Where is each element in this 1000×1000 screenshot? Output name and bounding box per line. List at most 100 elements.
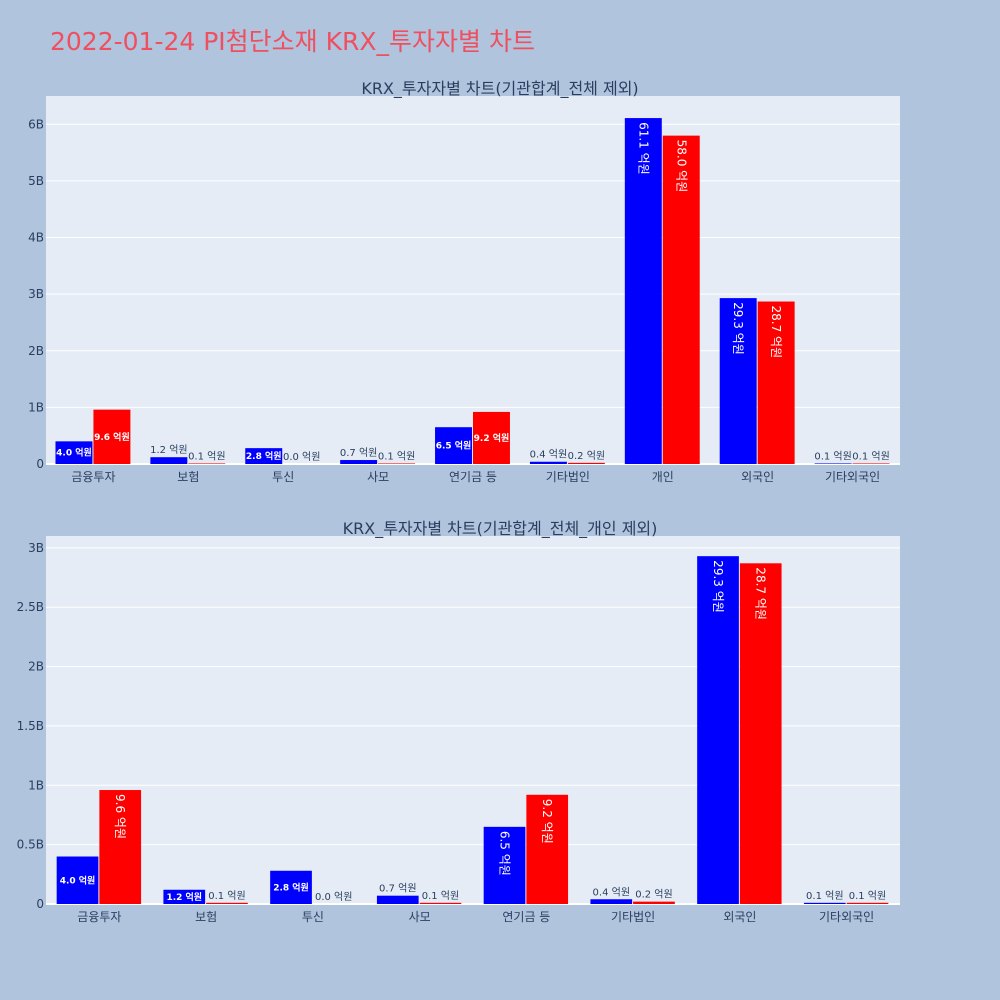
data-label: 29.3 억원: [711, 560, 725, 613]
y-tick-label: 0: [36, 897, 44, 911]
data-label: 0.0 억원: [315, 891, 352, 903]
data-label: 6.5 억원: [436, 440, 472, 452]
y-tick-label: 1.5B: [17, 719, 44, 733]
data-label: 6.5 억원: [498, 831, 512, 876]
bar-매수: [188, 463, 226, 464]
data-label: 0.2 억원: [568, 450, 605, 462]
data-label: 0.1 억원: [188, 450, 225, 462]
data-label: 0.1 억원: [208, 890, 245, 902]
bar-매수: [739, 563, 782, 904]
data-label: 0.2 억원: [635, 889, 672, 901]
bar-매도: [719, 298, 757, 464]
x-tick-label: 기타법인: [611, 910, 655, 924]
x-tick-label: 기타외국인: [825, 470, 880, 484]
x-tick-label: 기타외국인: [819, 910, 874, 924]
bar-매수: [846, 902, 889, 904]
y-tick-label: 2B: [28, 660, 44, 674]
bar-매수: [852, 463, 890, 464]
bar-매도: [803, 902, 846, 904]
bar-매도: [435, 427, 472, 464]
data-label: 2.8 억원: [246, 450, 282, 462]
bar-매수: [567, 462, 605, 464]
bar-매수: [633, 901, 675, 904]
data-label: 0.7 억원: [340, 447, 377, 459]
bar-매수: [473, 411, 510, 464]
data-label: 9.6 억원: [94, 431, 130, 443]
data-label: 58.0 억원: [674, 140, 688, 193]
data-label: 4.0 억원: [56, 447, 92, 459]
y-tick-label: 3B: [28, 287, 44, 301]
y-tick-label: 6B: [28, 117, 44, 131]
chart-title: KRX_투자자별 차트(기관합계_전체 제외): [361, 79, 638, 99]
y-tick-label: 4B: [28, 231, 44, 245]
data-label: 0.0 억원: [283, 451, 320, 463]
x-tick-label: 금융투자: [77, 910, 121, 924]
data-label: 29.3 억원: [731, 302, 745, 355]
data-label: 0.1 억원: [849, 890, 886, 902]
x-tick-label: 개인: [652, 470, 674, 484]
y-tick-label: 3B: [28, 541, 44, 555]
x-tick-label: 외국인: [741, 470, 774, 484]
y-tick-label: 5B: [28, 174, 44, 188]
data-label: 1.2 억원: [166, 891, 202, 903]
x-tick-label: 연기금 등: [449, 470, 497, 484]
chart-title: KRX_투자자별 차트(기관합계_전체_개인 제외): [343, 519, 658, 539]
bar-매도: [697, 556, 739, 904]
x-tick-label: 기타법인: [546, 470, 590, 484]
y-tick-label: 0.5B: [17, 838, 44, 852]
x-tick-label: 투신: [302, 910, 324, 924]
bar-매도: [590, 899, 633, 904]
bar-매도: [340, 460, 378, 464]
bar-매수: [93, 409, 131, 464]
x-tick-label: 투신: [272, 470, 294, 484]
bar-매수: [99, 790, 142, 904]
x-tick-label: 보험: [177, 470, 199, 484]
data-label: 28.7 억원: [754, 567, 768, 620]
x-tick-label: 보험: [195, 910, 217, 924]
bar-매도: [376, 895, 419, 904]
bar-매수: [419, 902, 462, 904]
data-label: 0.7 억원: [379, 883, 416, 895]
data-label: 9.6 억원: [113, 794, 127, 839]
bar-매도: [163, 889, 206, 904]
y-tick-label: 1B: [28, 778, 44, 792]
bar-매도: [150, 457, 188, 464]
y-tick-label: 2.5B: [17, 600, 44, 614]
data-label: 2.8 억원: [273, 881, 309, 893]
x-tick-label: 사모: [409, 910, 431, 924]
data-label: 0.1 억원: [852, 450, 889, 462]
data-label: 0.1 억원: [806, 890, 843, 902]
data-label: 1.2 억원: [150, 444, 187, 456]
y-tick-label: 2B: [28, 344, 44, 358]
bar-매도: [529, 461, 567, 464]
chart-bottom: KRX_투자자별 차트(기관합계_전체_개인 제외) 0 0.5B 1B 1.5B 2B 2…: [17, 519, 900, 924]
bar-매도: [483, 826, 526, 904]
chart-top: KRX_투자자별 차트(기관합계_전체 제외) 0 1B 2B 3B 4B 5B 6B 금융투자…: [28, 79, 900, 484]
data-label: 0.1 억원: [814, 450, 851, 462]
data-label: 9.2 억원: [474, 432, 510, 444]
x-tick-label: 금융투자: [71, 470, 115, 484]
data-label: 9.2 억원: [540, 799, 554, 844]
bar-매수: [757, 301, 795, 464]
data-label: 61.1 억원: [636, 122, 650, 175]
bar-매수: [526, 794, 569, 904]
data-label: 0.4 억원: [530, 449, 567, 461]
bar-매도: [56, 856, 99, 904]
data-label: 0.1 억원: [378, 450, 415, 462]
bar-매수: [206, 902, 248, 904]
y-tick-label: 0: [36, 457, 44, 471]
y-tick-label: 1B: [28, 400, 44, 414]
bar-매도: [270, 870, 312, 904]
bar-매수: [662, 135, 700, 464]
data-label: 4.0 억원: [60, 874, 96, 886]
bar-매수: [378, 463, 416, 464]
bar-매도: [814, 463, 852, 464]
x-tick-label: 외국인: [723, 910, 756, 924]
page-title: 2022-01-24 PI첨단소재 KRX_투자자별 차트: [50, 27, 535, 56]
x-tick-label: 연기금 등: [502, 910, 550, 924]
bar-매도: [245, 448, 283, 464]
bar-매도: [55, 441, 93, 464]
x-tick-label: 사모: [367, 470, 389, 484]
data-label: 0.1 억원: [422, 890, 459, 902]
bar-매도: [624, 118, 662, 464]
